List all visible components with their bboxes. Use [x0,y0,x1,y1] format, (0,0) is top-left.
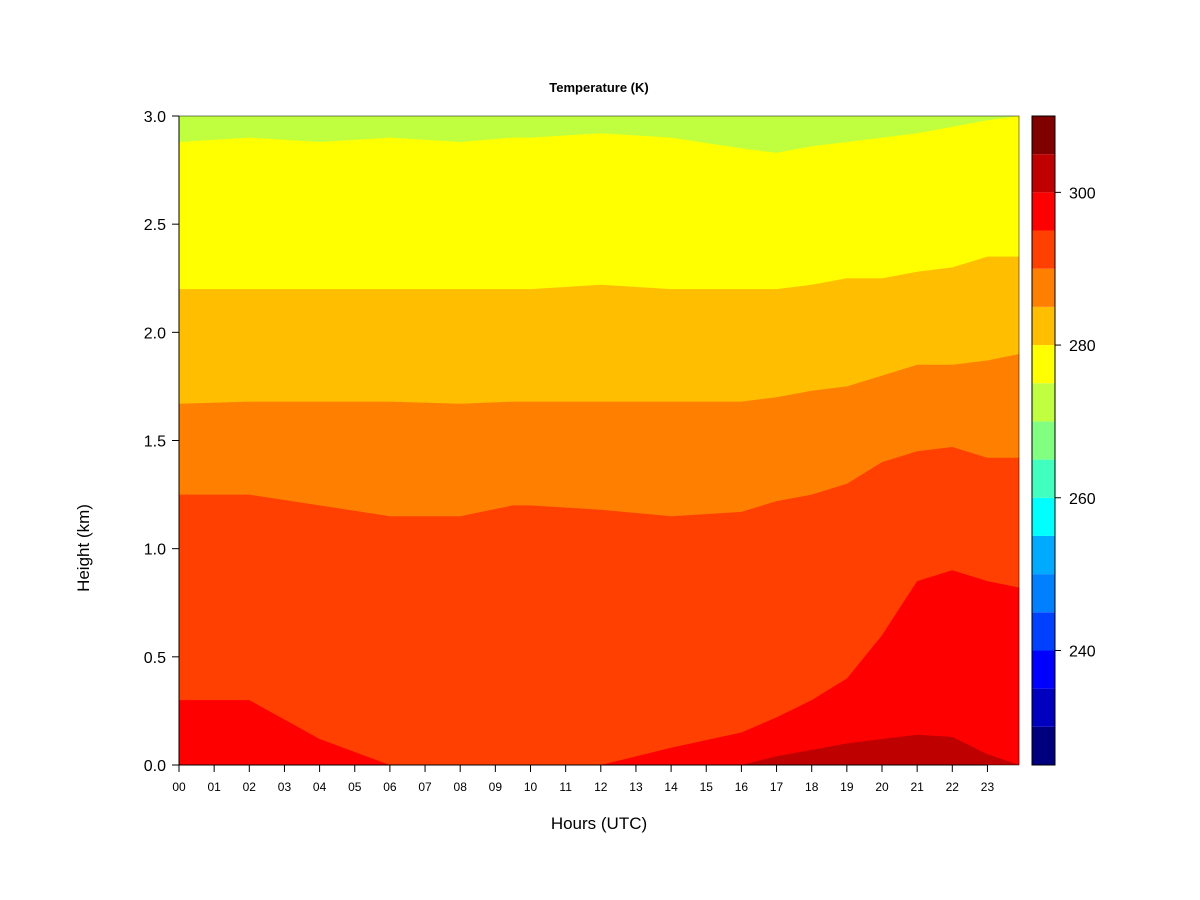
colorbar-segment [1032,306,1055,346]
band-290-295 [179,447,1020,765]
x-tick-label: 06 [383,780,397,794]
colorbar-tick-label: 300 [1069,185,1096,202]
x-tick-label: 01 [207,780,221,794]
x-tick-label: 16 [735,780,749,794]
colorbar-tick-label: 260 [1069,491,1096,508]
y-tick-label: 1.5 [144,434,166,451]
colorbar-segment [1032,650,1055,689]
y-tick-label: 2.5 [144,217,166,234]
colorbar-segment [1032,383,1055,422]
x-tick-label: 07 [418,780,432,794]
colorbar-segment [1032,421,1055,460]
colorbar-segment [1032,535,1055,575]
plot-area [178,115,1020,766]
y-tick-label: 2.0 [144,325,166,342]
x-tick-label: 05 [348,780,362,794]
colorbar-segment [1032,230,1055,269]
band-300-305 [179,734,1020,765]
colorbar-segment [1032,459,1055,498]
colorbar-segment [1032,497,1055,536]
y-axis-label: Height (km) [74,504,93,592]
x-tick-label: 20 [875,780,889,794]
x-tick-label: 12 [594,780,608,794]
colorbar: 240 260 280 300 [1031,115,1096,766]
x-tick-label: 18 [805,780,819,794]
x-tick-label: 15 [700,780,714,794]
x-tick-label: 13 [629,780,643,794]
x-tick-label: 11 [559,780,572,794]
y-tick-label: 3.0 [144,109,166,126]
colorbar-segment [1032,345,1055,384]
x-tick-label: 22 [946,780,960,794]
x-tick-label: 14 [664,780,678,794]
colorbar-segment [1032,726,1055,765]
x-tick-label: 02 [243,780,257,794]
colorbar-tick-label: 240 [1069,643,1096,660]
colorbar-segment [1032,116,1055,155]
colorbar-segment [1032,688,1055,727]
y-tick-label: 0.5 [144,650,166,667]
x-tick-label: 04 [313,780,327,794]
x-tick-label: 09 [489,780,503,794]
x-tick-label: 23 [981,780,995,794]
y-tick-label: 1.0 [144,542,166,559]
colorbar-segment [1032,192,1055,231]
x-tick-label: 10 [524,780,538,794]
x-tick-label: 21 [910,780,924,794]
x-tick-label: 08 [454,780,468,794]
x-tick-label: 17 [770,780,784,794]
band-295-300 [179,570,1020,765]
colorbar-segment [1032,612,1055,651]
colorbar-segment [1032,574,1055,613]
colorbar-frame [1031,115,1056,766]
colorbar-tick-label: 280 [1069,338,1096,355]
x-axis: 00 01 02 03 04 05 06 07 08 09 10 11 12 13 14 15 16 17 18 19… [172,764,995,794]
chart-title: Temperature (K) [549,80,648,95]
colorbar-segment [1032,154,1055,193]
x-axis-label: Hours (UTC) [551,814,647,833]
y-tick-label: 0.0 [144,758,166,775]
y-axis: 0.0 0.5 1.0 1.5 2.0 2.5 3.0 [144,109,180,775]
x-tick-label: 19 [840,780,854,794]
x-tick-label: 03 [278,780,292,794]
colorbar-segment [1032,268,1055,307]
x-tick-label: 00 [172,780,186,794]
